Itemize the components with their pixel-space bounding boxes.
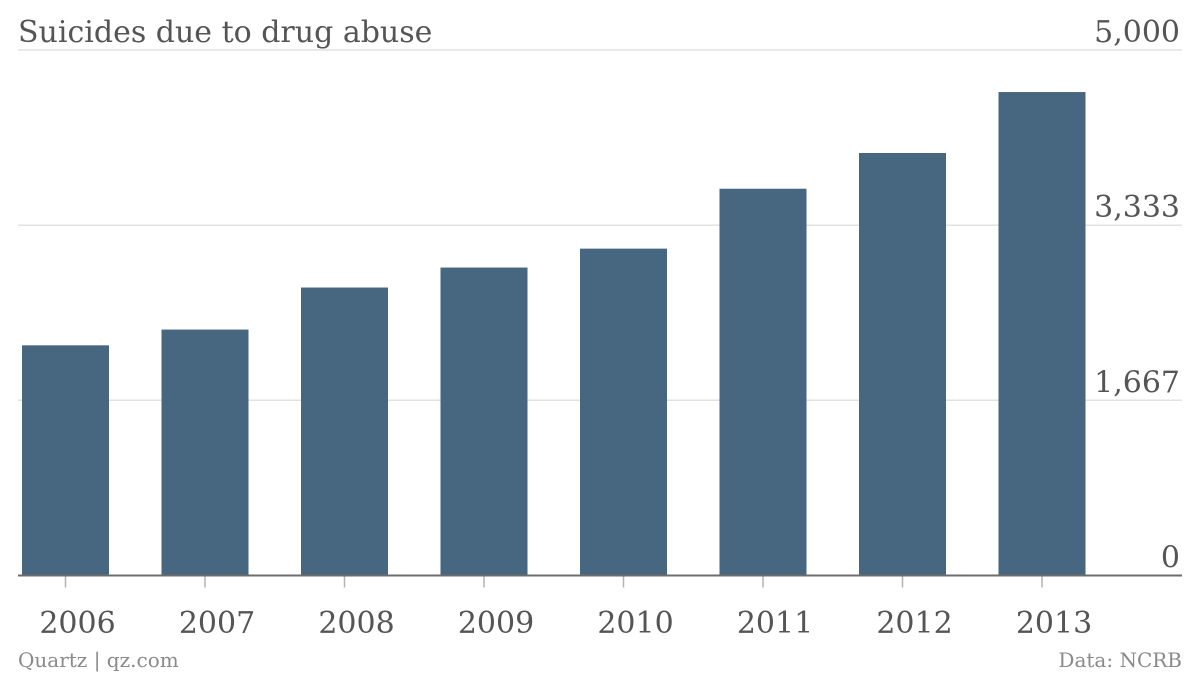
bar-2007 (161, 329, 249, 576)
bar-2011 (719, 188, 807, 576)
y-tick-label: 3,333 (1094, 190, 1180, 225)
x-tick-label: 2006 (39, 606, 115, 641)
y-tick-label: 0 (1161, 541, 1180, 576)
data-source: Data: NCRB (1058, 648, 1182, 672)
x-tick-label: 2008 (318, 606, 394, 641)
y-tick-label: 5,000 (1094, 15, 1180, 50)
chart-title: Suicides due to drug abuse (18, 15, 432, 50)
x-tick-label: 2011 (737, 606, 813, 641)
x-tick-label: 2007 (179, 606, 255, 641)
bar-2008 (301, 287, 388, 576)
bar-2013 (998, 92, 1086, 576)
y-axis: 0 1,667 3,333 5,000 (1094, 15, 1180, 576)
bar-2010 (580, 248, 667, 576)
x-tick-label: 2013 (1016, 606, 1092, 641)
x-tick-label: 2010 (597, 606, 673, 641)
x-tick-label: 2009 (458, 606, 534, 641)
bar-2009 (440, 267, 528, 576)
bars (22, 92, 1086, 576)
x-tick-label: 2012 (876, 606, 952, 641)
y-tick-label: 1,667 (1094, 365, 1180, 400)
x-axis: 2006 2007 2008 2009 2010 2011 2012 2013 (39, 576, 1092, 641)
source-credit: Quartz | qz.com (18, 648, 179, 673)
bar-2006 (22, 345, 109, 576)
bar-2012 (859, 152, 946, 576)
